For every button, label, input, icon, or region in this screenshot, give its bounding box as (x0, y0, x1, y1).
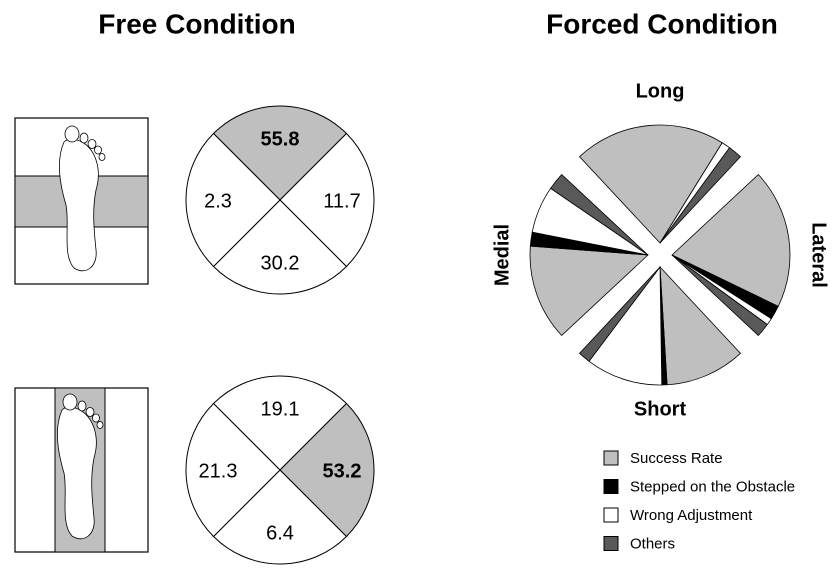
legend-swatch (603, 450, 619, 466)
quadrant-value: 30.2 (261, 252, 300, 274)
legend-swatch (603, 479, 619, 494)
pie-slice (529, 245, 649, 337)
pie-slice (671, 254, 768, 337)
quadrant-value: 21.3 (199, 460, 238, 482)
quadrant-value: 11.7 (323, 190, 360, 212)
quadrant (279, 402, 375, 538)
pie-slice (659, 147, 742, 244)
forced-title: Forced Condition (546, 8, 778, 39)
quadrant-value: 55.8 (261, 128, 300, 150)
legend-swatch (603, 536, 619, 551)
legend-swatch (603, 507, 619, 523)
pie-slice (578, 124, 723, 244)
legend-label: Others (630, 535, 675, 552)
quadrant (185, 402, 281, 538)
quadrant (185, 132, 281, 268)
pie-slice (588, 265, 663, 386)
category-label: Lateral (808, 222, 830, 288)
quadrant (212, 199, 348, 295)
quadrant-value: 2.3 (204, 190, 232, 212)
quadrant-value: 53.2 (323, 460, 362, 482)
quadrant-value: 6.4 (266, 522, 294, 544)
category-label: Short (634, 398, 687, 420)
category-label: Medial (491, 224, 513, 286)
quadrant (212, 375, 348, 471)
pie-slice (671, 173, 791, 307)
quadrant (212, 469, 348, 565)
free-title: Free Condition (98, 8, 296, 39)
pie-slice (550, 173, 649, 256)
pie-slice (578, 266, 661, 362)
legend-label: Wrong Adjustment (630, 507, 753, 524)
legend-label: Success Rate (630, 450, 723, 467)
category-label: Long (636, 80, 685, 102)
pie-slice (659, 265, 742, 386)
legend-label: Stepped on the Obstacle (630, 478, 795, 495)
quadrant (279, 132, 375, 268)
quadrant (212, 105, 348, 201)
quadrant-value: 19.1 (261, 398, 300, 420)
foot-panel-horizontal (14, 117, 149, 285)
foot-panel-vertical (14, 387, 149, 553)
